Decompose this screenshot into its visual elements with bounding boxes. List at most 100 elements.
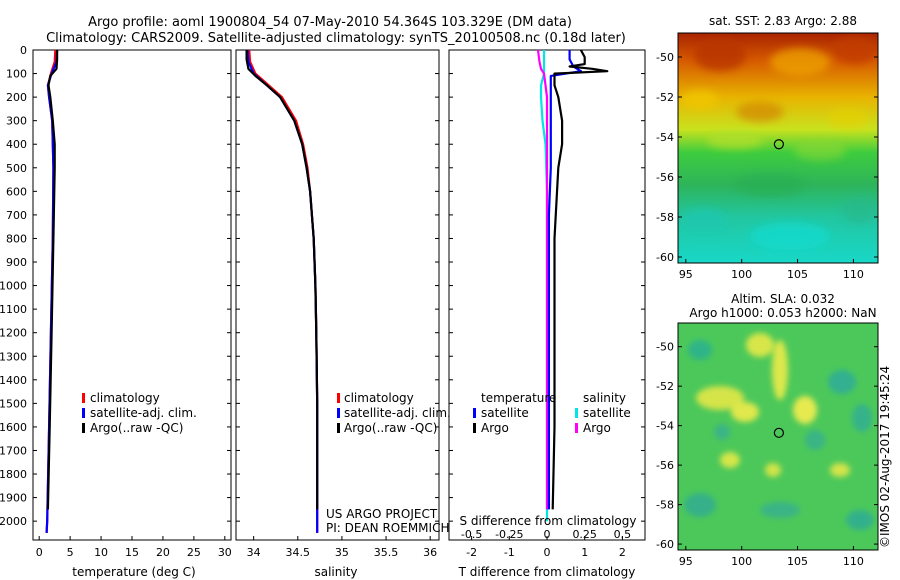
- salinity-legend: climatology satellite-adj. clim. Argo(..…: [326, 391, 451, 535]
- legend-swatch-climatology: [337, 393, 340, 403]
- map-lon-tick-label: 100: [731, 268, 752, 281]
- sal-climatology-line: [248, 49, 319, 533]
- salinity-x-tick-label: 35: [335, 546, 349, 559]
- legend-swatch-argo: [337, 423, 340, 433]
- legend-satellite: satellite-adj. clim.: [344, 406, 451, 420]
- salinity-x-tick-label: 36: [423, 546, 437, 559]
- temperature-x-tick-label: 15: [125, 546, 139, 559]
- legend-s-satellite: satellite: [583, 406, 631, 420]
- t-difference-x-tick-label: -2: [466, 546, 477, 559]
- depth-tick-label: 100: [6, 68, 27, 81]
- sla-map-axes: -50 -52 -54 -56 -58 -60 95 100 105 110: [656, 341, 878, 568]
- temperature-x-tick-label: 20: [156, 546, 170, 559]
- legend-swatch-t-satellite: [473, 408, 476, 418]
- legend-swatch-satellite: [82, 408, 85, 418]
- s-difference-tick-label: 0.25: [572, 528, 597, 541]
- t-difference-x-tick-label: -1: [504, 546, 515, 559]
- temperature-x-tick-label: 0: [36, 546, 43, 559]
- t-difference-x-tick-label: 2: [619, 546, 626, 559]
- legend-swatch-climatology: [82, 393, 85, 403]
- depth-axis: 0 100 200 300 400 500 600 700 800 900 1000 1100 1200…: [0, 44, 645, 528]
- map-lat-tick-label: -50: [656, 51, 674, 64]
- map-lat-tick-label: -60: [656, 538, 674, 551]
- temperature-xlabel: temperature (deg C): [72, 565, 195, 579]
- profile-lines: [45, 49, 609, 533]
- map-lon-tick-label: 105: [787, 268, 808, 281]
- depth-tick-label: 200: [6, 91, 27, 104]
- depth-tick-label: 1800: [0, 468, 27, 481]
- salinity-x-tick-label: 35.5: [374, 546, 399, 559]
- legend-climatology: climatology: [90, 391, 160, 405]
- map-lon-tick-label: 110: [843, 555, 864, 568]
- credit-pi: PI: DEAN ROEMMICH: [326, 521, 449, 535]
- depth-tick-label: 1900: [0, 492, 27, 505]
- map-lon-tick-label: 105: [787, 555, 808, 568]
- depth-tick-label: 1200: [0, 327, 27, 340]
- depth-tick-label: 500: [6, 162, 27, 175]
- argo-position-marker: [773, 139, 784, 150]
- depth-tick-label: 1400: [0, 374, 27, 387]
- imos-stamp: ©IMOS 02-Aug-2017 19:45:24: [878, 366, 892, 548]
- map-lat-tick-label: -58: [656, 211, 674, 224]
- sst-map-axes: -50 -52 -54 -56 -58 -60 95 100 105 110: [656, 51, 878, 281]
- map-lat-tick-label: -50: [656, 341, 674, 354]
- map-lon-tick-label: 95: [679, 555, 693, 568]
- s-diff-argo-line: [536, 49, 549, 510]
- difference-legend: temperature salinity satellite satellite…: [460, 391, 637, 528]
- depth-tick-label: 1500: [0, 397, 27, 410]
- s-difference-tick-label: -0.5: [461, 528, 482, 541]
- t-difference-x-tick-label: 0: [544, 546, 551, 559]
- map-lon-tick-label: 95: [679, 268, 693, 281]
- sst-field: [678, 33, 878, 263]
- legend-climatology: climatology: [344, 391, 414, 405]
- depth-tick-label: 1600: [0, 421, 27, 434]
- map-lat-tick-label: -58: [656, 499, 674, 512]
- salinity-x-tick-label: 34: [247, 546, 261, 559]
- legend-argo: Argo(..raw -QC): [90, 421, 183, 435]
- sla-map: Altim. SLA: 0.032 Argo h1000: 0.053 h200…: [656, 292, 879, 568]
- depth-tick-label: 0: [20, 44, 27, 57]
- t-diff-argo-line: [551, 49, 609, 510]
- legend-satellite: satellite-adj. clim.: [90, 406, 197, 420]
- sal-satellite-line: [246, 49, 319, 533]
- sla-field: [678, 323, 878, 550]
- s-difference-tick-label: 0: [544, 528, 551, 541]
- depth-tick-label: 2000: [0, 515, 27, 528]
- depth-tick-label: 1700: [0, 444, 27, 457]
- depth-tick-label: 1000: [0, 280, 27, 293]
- depth-tick-label: 300: [6, 115, 27, 128]
- map-lat-tick-label: -54: [656, 131, 674, 144]
- salinity-x-tick-label: 34.5: [286, 546, 311, 559]
- temperature-legend: climatology satellite-adj. clim. Argo(..…: [82, 391, 197, 435]
- map-lat-tick-label: -52: [656, 91, 674, 104]
- temperature-x-tick-label: 25: [187, 546, 201, 559]
- t-difference-x-tick-label: 1: [581, 546, 588, 559]
- s-difference-tick-label: 0.5: [614, 528, 632, 541]
- depth-tick-label: 900: [6, 256, 27, 269]
- temperature-x-tick-label: 30: [218, 546, 232, 559]
- argo-position-marker: [773, 427, 784, 438]
- legend-swatch-argo: [82, 423, 85, 433]
- legend-temperature-heading: temperature: [481, 391, 556, 405]
- x-axes: 0 5 10 15 20 25 30 34 34.5 35 35.5 36 -2 -1 0 1 2 -0.5 -0.…: [36, 528, 631, 559]
- temperature-panel: [32, 49, 232, 541]
- salinity-xlabel: salinity: [314, 565, 357, 579]
- legend-salinity-heading: salinity: [583, 391, 626, 405]
- temp-argo-line: [46, 50, 59, 510]
- sla-map-title2: Argo h1000: 0.053 h2000: NaN: [689, 306, 876, 320]
- map-lat-tick-label: -60: [656, 251, 674, 264]
- map-lat-tick-label: -56: [656, 459, 674, 472]
- map-lon-tick-label: 100: [731, 555, 752, 568]
- map-lon-tick-label: 110: [843, 268, 864, 281]
- t-difference-xlabel: T difference from climatology: [458, 565, 636, 579]
- temperature-x-tick-label: 10: [94, 546, 108, 559]
- depth-tick-label: 800: [6, 232, 27, 245]
- figure-title-line2: Climatology: CARS2009. Satellite-adjuste…: [46, 31, 626, 46]
- s-difference-tick-label: -0.25: [495, 528, 523, 541]
- sst-map: sat. SST: 2.83 Argo: 2.88: [656, 14, 879, 281]
- credit-project: US ARGO PROJECT: [326, 507, 438, 521]
- salinity-panel: [235, 49, 440, 541]
- legend-swatch-s-satellite: [575, 408, 578, 418]
- depth-tick-label: 600: [6, 185, 27, 198]
